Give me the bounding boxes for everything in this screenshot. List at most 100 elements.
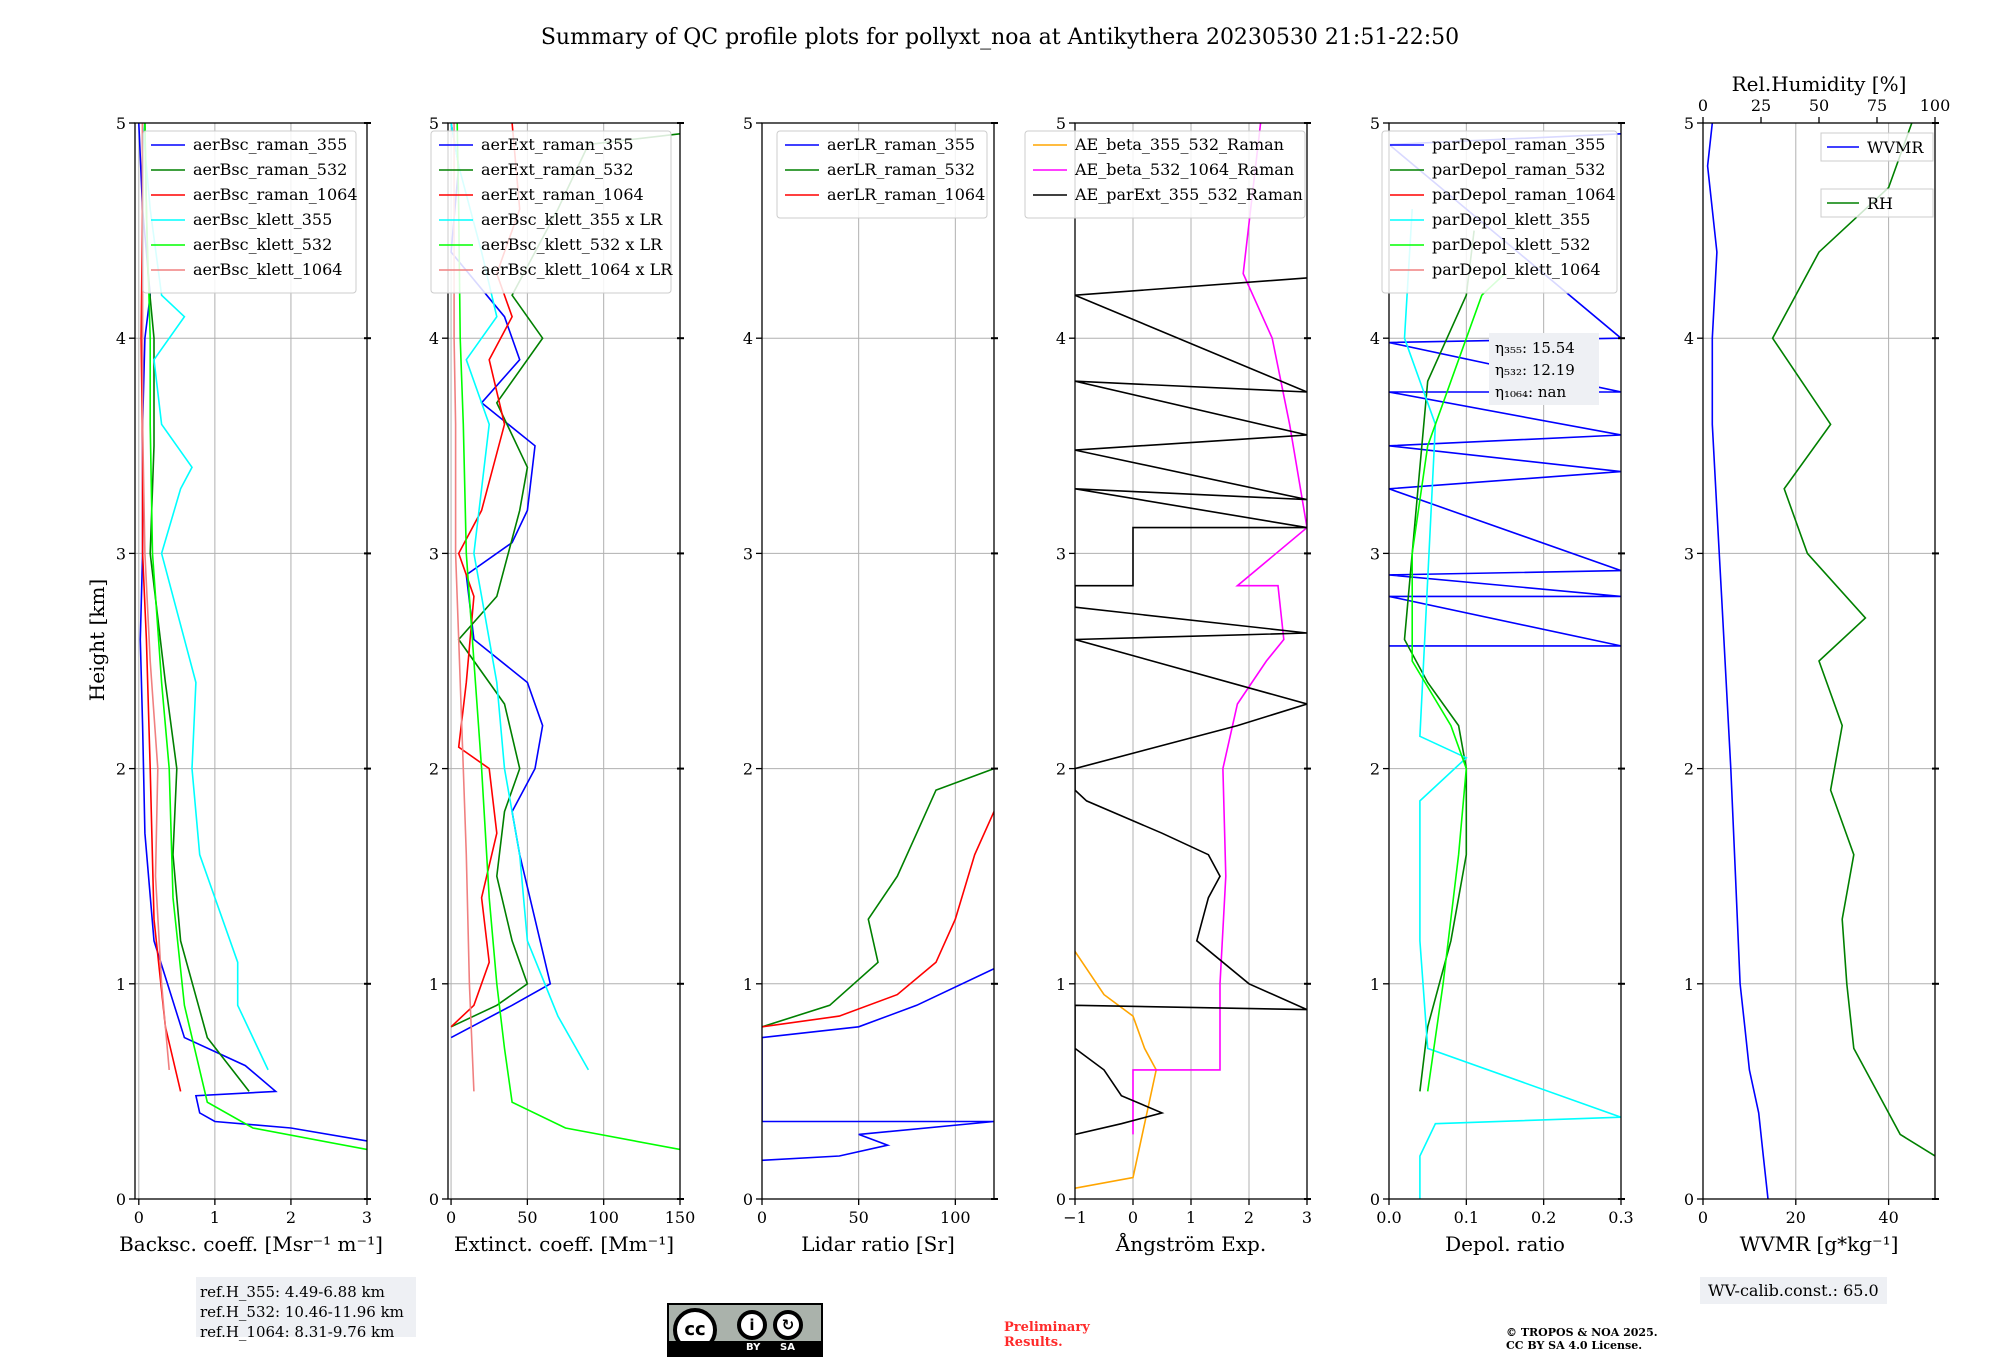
eta-label: η₁₀₆₄: nan: [1495, 383, 1566, 401]
legend-label: AE_beta_355_532_Raman: [1074, 135, 1284, 154]
x-tick-label: 0: [446, 1208, 456, 1227]
panel-extinction: 0 50 100 150 0 1 2 3 4 5 Extinct. coeff. [Mm⁻¹] aer…: [429, 114, 695, 1256]
y-tick-label: 0: [1684, 1190, 1694, 1209]
series-parDepol_klett_355: [1403, 209, 1621, 1199]
x-tick-label: 50: [848, 1208, 868, 1227]
y-axis-label: Height [km]: [85, 579, 109, 701]
by-person-icon: i: [737, 1310, 767, 1340]
x-tick-label: 20: [1786, 1208, 1806, 1227]
y-tick-label: 5: [1684, 114, 1694, 133]
x-tick-label: 2: [286, 1208, 296, 1227]
y-tick-label: 3: [429, 544, 439, 563]
y-tick-label: 2: [1370, 760, 1380, 779]
y-tick-label: 5: [1056, 114, 1066, 133]
axes-frame: [761, 122, 995, 1200]
legend: [1024, 130, 1306, 219]
series-RH: [1771, 123, 1935, 1157]
x-tick-label: 0.0: [1376, 1208, 1401, 1227]
cc-by-label: BY: [746, 1342, 761, 1353]
eta-label: η₃₅₅: 15.54: [1495, 339, 1575, 357]
x-tick-label: 0: [1698, 1208, 1708, 1227]
axes-frame: [447, 122, 681, 1200]
axes-frame: [1388, 122, 1622, 1200]
legend-label: WVMR: [1867, 138, 1924, 157]
y-tick-label: 1: [429, 975, 439, 994]
preliminary-line-1: Preliminary: [1004, 1320, 1090, 1335]
series-aerBsc_klett_532: [144, 123, 367, 1151]
y-tick-label: 5: [116, 114, 126, 133]
eta-box: [1489, 333, 1599, 405]
y-tick-label: 4: [116, 329, 126, 348]
y-tick-label: 1: [1056, 975, 1066, 994]
x-tick-label: 0: [757, 1208, 767, 1227]
x-tick-label: 2: [1244, 1208, 1254, 1227]
copyright-line-1: © TROPOS & NOA 2025.: [1506, 1326, 1658, 1339]
y-tick-label: 4: [1370, 329, 1380, 348]
series-AE_beta_532_1064_Raman: [1132, 123, 1307, 1135]
series-parDepol_klett_532: [1411, 273, 1506, 1092]
cc-by-sa-badge: cc i ↻ BY SA: [667, 1303, 823, 1357]
y-tick-label: 0: [1056, 1190, 1066, 1209]
y-tick-label: 2: [743, 760, 753, 779]
copyright-line-2: CC BY SA 4.0 License.: [1506, 1339, 1643, 1352]
legend-label: aerLR_raman_532: [827, 160, 975, 179]
top-x-tick-label: 100: [1920, 96, 1951, 115]
legend-label: aerBsc_klett_355: [193, 210, 332, 229]
y-tick-label: 3: [116, 544, 126, 563]
series-aerBsc_raman_355: [138, 123, 367, 1142]
legend-label: aerBsc_raman_355: [193, 135, 347, 154]
legend-label: aerBsc_raman_532: [193, 160, 347, 179]
y-tick-label: 0: [743, 1190, 753, 1209]
legend: [1381, 130, 1618, 294]
y-tick-label: 2: [116, 760, 126, 779]
top-x-tick-label: 25: [1751, 96, 1771, 115]
x-tick-label: 100: [940, 1208, 971, 1227]
legend-label: aerBsc_klett_1064 x LR: [481, 260, 673, 279]
legend-label: aerBsc_raman_1064: [193, 185, 358, 204]
top-x-tick-label: 0: [1698, 96, 1708, 115]
ref-height-1064: ref.H_1064: 8.31-9.76 km: [200, 1323, 395, 1341]
y-tick-label: 5: [429, 114, 439, 133]
x-tick-label: 0.3: [1608, 1208, 1633, 1227]
x-tick-label: −1: [1063, 1208, 1087, 1227]
preliminary-note: Preliminary Results.: [1004, 1320, 1090, 1350]
ref-height-355: ref.H_355: 4.49-6.88 km: [200, 1283, 385, 1301]
x-tick-label: 3: [362, 1208, 372, 1227]
x-axis-label: Depol. ratio: [1445, 1232, 1565, 1256]
legend-label: RH: [1867, 194, 1893, 213]
x-tick-label: 0: [134, 1208, 144, 1227]
series-aerBsc_klett_355: [141, 123, 269, 1071]
series-aerLR_raman_1064: [762, 811, 994, 1028]
x-tick-label: 100: [588, 1208, 619, 1227]
legend-label: AE_parExt_355_532_Raman: [1074, 185, 1303, 204]
wv-calib-box: WV-calib.const.: 65.0: [1700, 1277, 1887, 1304]
y-tick-label: 1: [1370, 975, 1380, 994]
y-tick-label: 0: [116, 1190, 126, 1209]
y-tick-label: 2: [429, 760, 439, 779]
legend-label: parDepol_raman_355: [1432, 135, 1605, 154]
x-tick-label: 40: [1878, 1208, 1898, 1227]
y-tick-label: 4: [429, 329, 439, 348]
x-tick-label: 3: [1302, 1208, 1312, 1227]
y-tick-label: 3: [1684, 544, 1694, 563]
y-tick-label: 0: [1370, 1190, 1380, 1209]
y-tick-label: 2: [1684, 760, 1694, 779]
legend-label: parDepol_klett_355: [1432, 210, 1590, 229]
cc-sa-label: SA: [780, 1342, 795, 1353]
ref-height-532: ref.H_532: 10.46-11.96 km: [200, 1303, 404, 1321]
y-tick-label: 1: [743, 975, 753, 994]
legend: [142, 130, 357, 294]
legend-label: aerExt_raman_1064: [481, 185, 644, 204]
legend-label: aerLR_raman_355: [827, 135, 975, 154]
y-tick-label: 5: [1370, 114, 1380, 133]
series-WVMR: [1706, 123, 1769, 1199]
legend-label: parDepol_raman_532: [1432, 160, 1605, 179]
legend: [430, 130, 672, 294]
figure-title: Summary of QC profile plots for pollyxt_…: [541, 25, 1459, 50]
y-tick-label: 3: [743, 544, 753, 563]
x-axis-label: WVMR [g*kg⁻¹]: [1740, 1232, 1899, 1256]
legend-label: aerBsc_klett_1064: [193, 260, 342, 279]
y-tick-label: 5: [743, 114, 753, 133]
